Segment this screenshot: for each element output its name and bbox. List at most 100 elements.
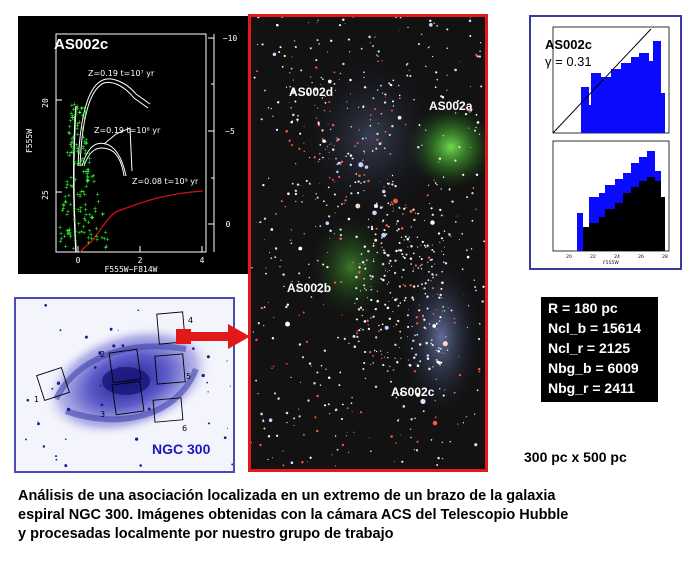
- star: [305, 179, 308, 182]
- cmd-point: +: [66, 209, 70, 216]
- cmd-point: +: [61, 207, 65, 214]
- cmd-point: +: [70, 115, 74, 122]
- star: [406, 238, 410, 241]
- star: [308, 276, 311, 279]
- star: [333, 233, 335, 235]
- star: [448, 188, 451, 190]
- star: [416, 322, 419, 325]
- association-label: AS002d: [289, 85, 334, 99]
- star: [336, 137, 338, 139]
- cmd-point: +: [66, 230, 70, 237]
- star: [370, 288, 373, 291]
- star: [349, 163, 353, 167]
- star: [290, 461, 294, 464]
- star: [369, 351, 372, 354]
- star: [298, 314, 300, 316]
- star: [364, 152, 365, 154]
- star: [398, 94, 401, 97]
- star: [438, 157, 442, 161]
- isochrone-label: Z=0.19 t=10⁸ yr: [94, 126, 161, 135]
- star: [440, 214, 443, 217]
- star: [401, 276, 403, 278]
- star: [100, 403, 104, 407]
- star: [433, 250, 435, 253]
- cmd-point: +: [105, 237, 109, 244]
- star: [351, 261, 354, 264]
- star: [358, 266, 361, 269]
- cmd-point: +: [69, 183, 73, 190]
- star: [397, 115, 402, 120]
- star: [386, 370, 389, 372]
- y-tick: 20: [41, 98, 50, 108]
- star: [446, 47, 448, 49]
- star: [350, 192, 353, 195]
- star: [286, 303, 290, 306]
- right-tick: 0: [226, 220, 231, 229]
- star: [395, 323, 398, 326]
- star: [442, 135, 445, 137]
- star: [268, 301, 270, 303]
- star: [387, 271, 389, 273]
- star: [382, 249, 385, 252]
- star: [302, 433, 305, 436]
- star: [405, 204, 407, 206]
- star: [264, 89, 266, 92]
- star: [478, 367, 481, 371]
- star: [377, 60, 379, 63]
- cmd-point: +: [72, 102, 76, 109]
- star: [260, 118, 263, 121]
- star: [437, 349, 440, 353]
- galaxy-panel: 1 2 3 4 5 6 NGC 300: [14, 297, 235, 473]
- cmd-point: +: [87, 151, 91, 158]
- star: [431, 273, 434, 276]
- star: [318, 182, 320, 184]
- cmd-panel: + + + + + + + + + + + + + + + + + + + + + + + + + + + + + + + + + + + + + + + +…: [18, 16, 249, 274]
- star: [432, 324, 437, 328]
- cmd-point: +: [80, 126, 84, 133]
- star: [384, 93, 387, 96]
- star: [321, 137, 324, 140]
- star: [466, 196, 469, 199]
- star: [433, 275, 435, 277]
- cmd-point: +: [72, 107, 76, 114]
- cmd-point: +: [77, 109, 81, 116]
- star: [397, 228, 400, 231]
- cmd-point: +: [79, 106, 83, 113]
- x-tick: 2: [138, 256, 143, 265]
- star: [259, 443, 262, 447]
- star: [384, 96, 386, 98]
- cmd-point: +: [73, 233, 77, 240]
- star: [431, 295, 433, 297]
- star: [358, 329, 361, 332]
- star: [334, 212, 336, 214]
- cmd-point: +: [61, 202, 65, 209]
- star: [468, 19, 472, 23]
- star: [373, 243, 375, 245]
- star: [344, 23, 346, 24]
- star: [363, 278, 365, 280]
- star: [256, 222, 257, 223]
- star: [298, 408, 300, 410]
- star: [433, 22, 435, 24]
- star: [294, 192, 297, 196]
- cmd-point: +: [100, 235, 104, 242]
- star: [292, 79, 294, 81]
- cmd-point: +: [101, 211, 105, 218]
- star: [365, 289, 367, 291]
- star: [295, 200, 297, 202]
- cmd-point: +: [71, 140, 75, 147]
- star: [329, 413, 331, 415]
- star: [291, 56, 293, 58]
- star: [324, 95, 326, 97]
- cmd-point: +: [70, 115, 74, 122]
- star: [389, 365, 391, 367]
- star: [294, 100, 297, 103]
- star: [380, 236, 383, 239]
- star: [370, 114, 372, 116]
- star: [386, 182, 389, 185]
- star: [469, 17, 472, 18]
- star: [374, 385, 378, 388]
- star: [369, 119, 371, 121]
- star: [42, 445, 46, 448]
- stat-ncl-r: Ncl_r = 2125: [548, 340, 631, 356]
